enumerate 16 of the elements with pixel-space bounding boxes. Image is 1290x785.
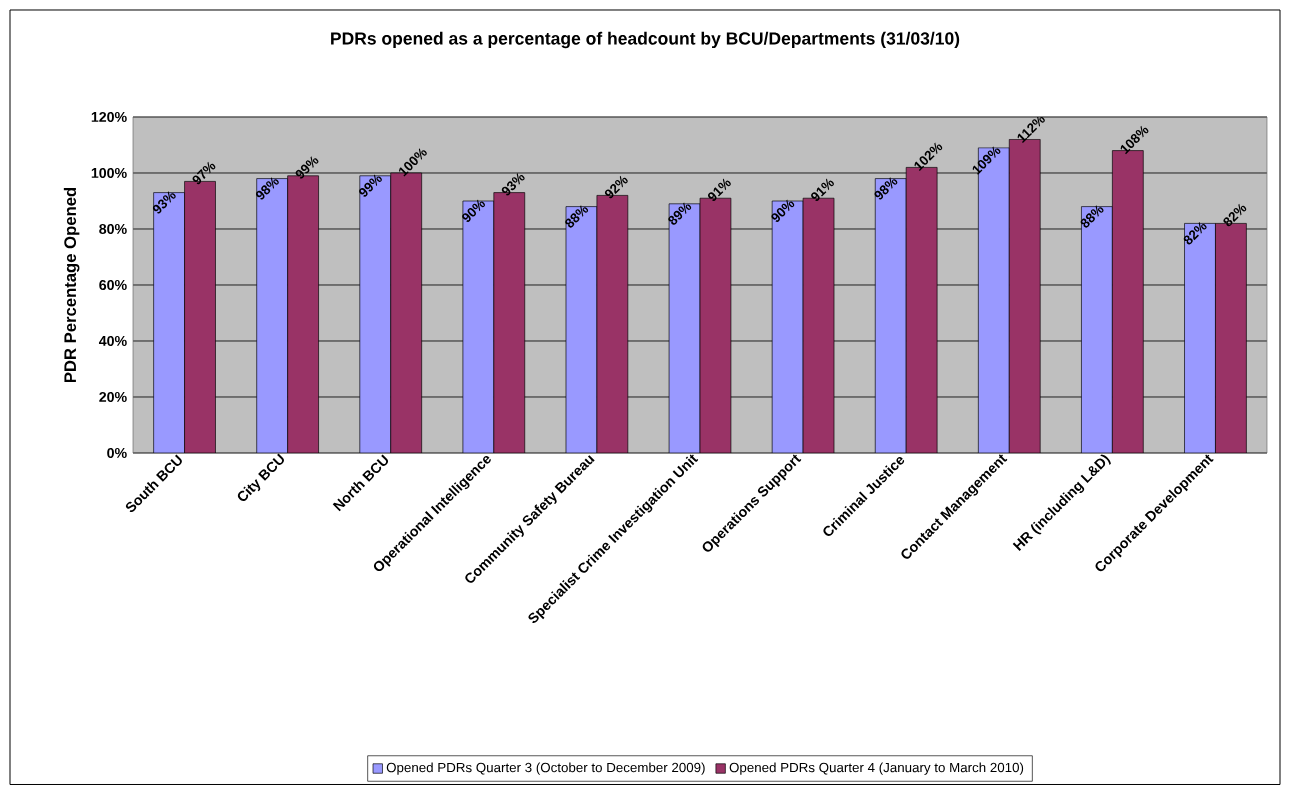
- y-tick-label: 60%: [99, 279, 127, 290]
- y-axis-title: PDR Percentage Opened: [63, 187, 80, 383]
- legend-label: Opened PDRs Quarter 4 (January to March 2010): [729, 762, 1024, 775]
- legend-label: Opened PDRs Quarter 3 (October to December 2009): [386, 762, 705, 775]
- data-label: 89%: [668, 202, 692, 225]
- y-tick-label: 120%: [91, 111, 127, 122]
- chart-title: PDRs opened as a percentage of headcount by BCU/Departments (31/03/10): [331, 31, 960, 49]
- data-label: 91%: [707, 178, 731, 201]
- data-label: 90%: [462, 199, 485, 222]
- y-tick-label: 20%: [99, 391, 127, 402]
- y-tick-label: 40%: [98, 335, 127, 346]
- y-tick-label: 0%: [107, 447, 127, 458]
- data-label: 91%: [811, 178, 834, 201]
- y-tick-label: 80%: [99, 223, 127, 234]
- data-label: 90%: [771, 199, 795, 222]
- y-tick-label: 100%: [91, 167, 127, 178]
